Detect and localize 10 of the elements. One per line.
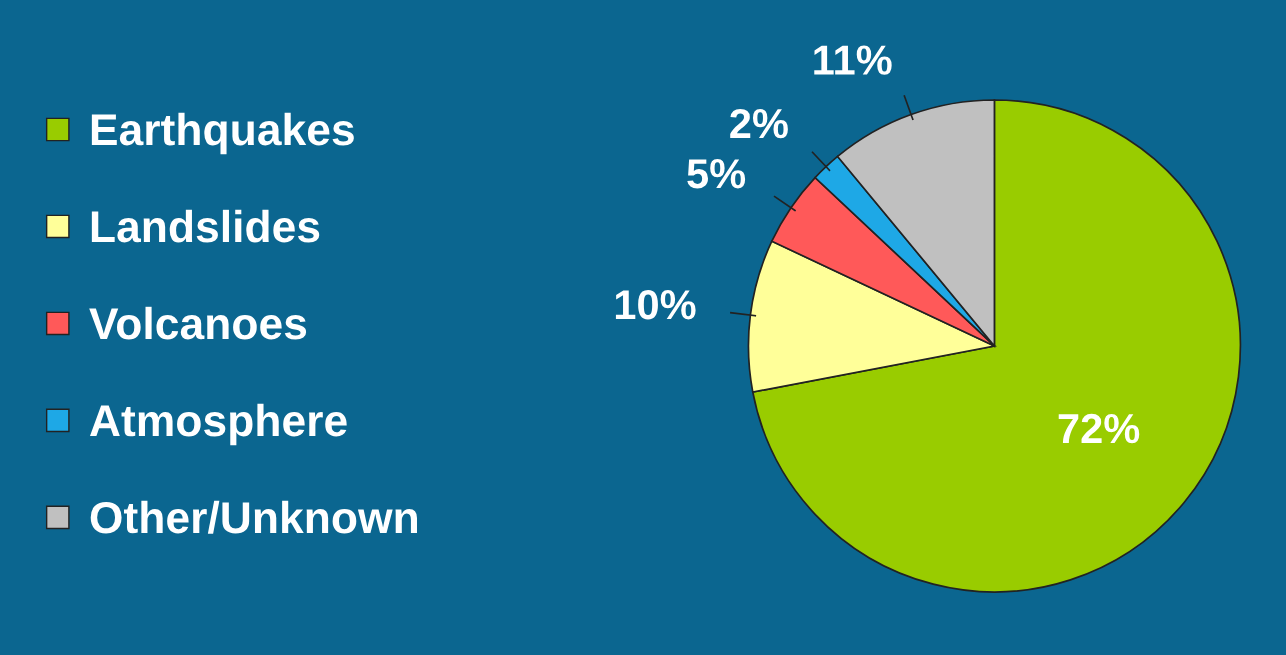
legend-label: Landslides [91,209,320,243]
data-label: 2% [730,108,788,139]
data-label: 72% [1058,413,1140,444]
data-label: 11% [814,45,892,75]
data-label: 10% [615,290,696,320]
legend-label: Atmosphere [89,403,347,446]
data-label: 5% [687,159,746,189]
legend-label: Earthquakes [91,112,354,155]
legend-label: Volcanoes [89,306,307,340]
legend-label: Other/Unknown [90,500,417,534]
